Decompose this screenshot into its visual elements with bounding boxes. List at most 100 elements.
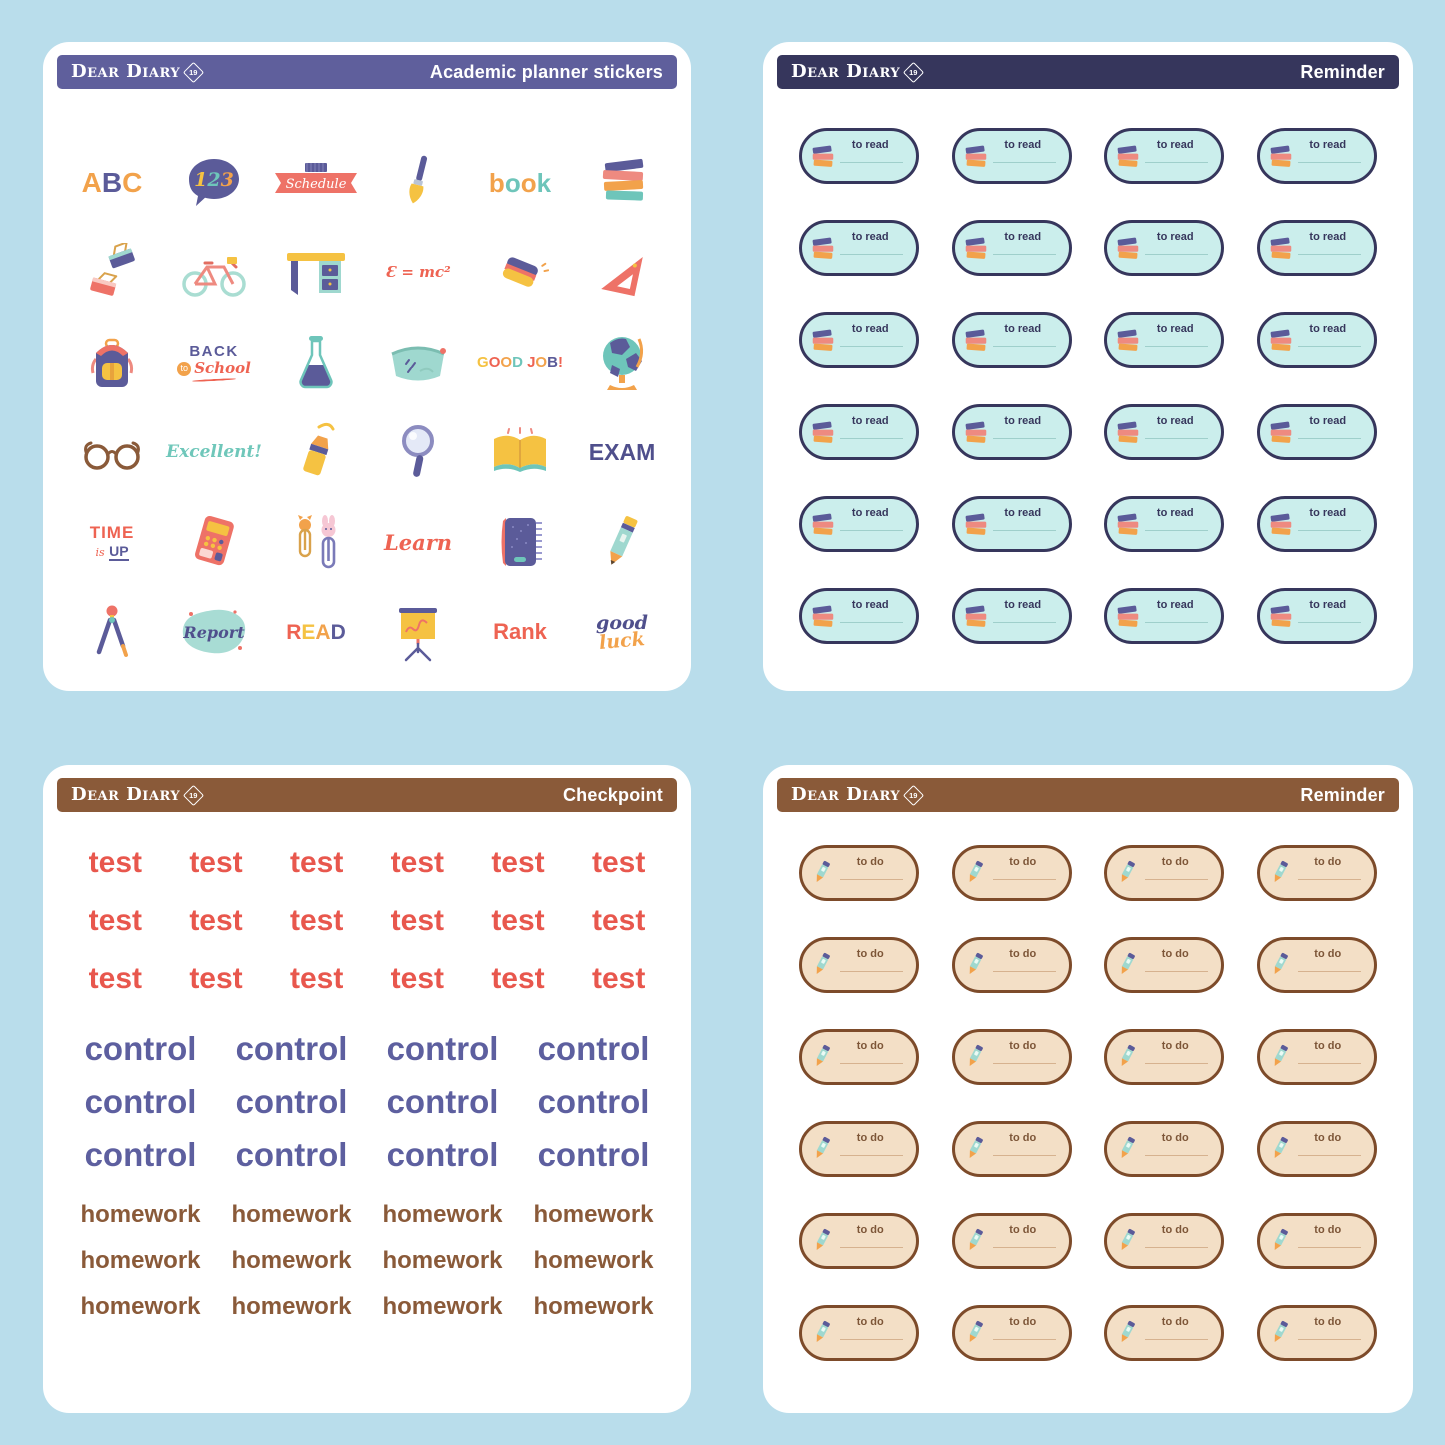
control-word-sticker: control (235, 1030, 348, 1067)
write-in-line (1297, 346, 1361, 347)
sticker-flask (294, 334, 338, 392)
sticker-word-good-job: GOOD JOB! (477, 354, 563, 372)
to-read-sticker: to read (799, 404, 920, 460)
books-stack-icon (1114, 418, 1142, 446)
pencil-icon (1267, 1135, 1295, 1163)
dear-diary-logo: Dear Diary 19 (71, 61, 205, 83)
sticker-binder-clips (84, 242, 140, 303)
pencil-icon (1114, 859, 1142, 887)
sticker-numbers-bubble: 123 (186, 157, 242, 209)
write-in-line (840, 1247, 904, 1248)
to-read-sticker: to read (951, 496, 1072, 552)
capsule-label: to read (1004, 231, 1042, 243)
capsule-label: to do (1009, 856, 1037, 868)
test-word-sticker: test (289, 962, 344, 995)
flask-icon (299, 335, 333, 388)
test-word-sticker: test (88, 962, 142, 995)
sticker-calculator (186, 512, 242, 572)
write-in-line (840, 879, 904, 880)
pencil-icon (962, 951, 990, 979)
write-in-line (1297, 162, 1361, 163)
control-word-sticker: control (84, 1030, 197, 1067)
to-read-sticker: to read (951, 312, 1072, 368)
svg-text:Report: Report (182, 623, 245, 642)
binder-clips-icon (90, 242, 135, 296)
write-in-line (1297, 438, 1361, 439)
pencil-icon (809, 951, 837, 979)
pencil-color-icon (610, 516, 638, 565)
pencil-icon (1267, 1319, 1295, 1347)
control-word-sticker: control (537, 1030, 650, 1067)
to-read-sticker: to read (799, 588, 920, 644)
pencil-icon (1114, 1319, 1142, 1347)
sticker-word-read: READ (286, 620, 346, 644)
capsule-label: to do (1009, 1316, 1037, 1328)
test-sticker-row: test test test test test test (65, 848, 669, 878)
write-in-line (992, 254, 1056, 255)
to-read-sticker: to read (951, 588, 1072, 644)
capsule-label: to do (1009, 1224, 1037, 1236)
to-do-sticker: to do (799, 1305, 920, 1361)
sticker-pencil (599, 512, 645, 572)
capsule-label: to read (1156, 599, 1194, 611)
capsule-label: to read (1309, 323, 1347, 335)
sticker-word-rank: Rank (493, 619, 547, 645)
write-in-line (840, 971, 904, 972)
write-in-line (1297, 1063, 1361, 1064)
pencil-icon (962, 1319, 990, 1347)
sheet-header: Dear Diary 19 Reminder (777, 778, 1399, 812)
pencil-icon (1114, 1043, 1142, 1071)
capsule-label: to do (856, 948, 884, 960)
pencil-icon (809, 1135, 837, 1163)
sticker-word-excellent: Excellent! (166, 441, 262, 462)
to-read-sticker: to read (951, 404, 1072, 460)
paintbrush-icon (409, 155, 428, 204)
capsule-label: to read (1004, 507, 1042, 519)
capsule-label: to read (1309, 139, 1347, 151)
books-stack-icon (809, 234, 837, 262)
write-in-line (992, 1339, 1056, 1340)
sticker-word-exam: EXAM (588, 438, 656, 465)
write-in-line (840, 1063, 904, 1064)
write-in-line (992, 971, 1056, 972)
homework-sticker-row: homework homework homework homework (65, 1295, 669, 1319)
homework-sticker-row: homework homework homework homework (65, 1249, 669, 1273)
write-in-line (840, 622, 904, 623)
capsule-label: to do (1009, 1132, 1037, 1144)
sheet-header: Dear Diary 19 Reminder (777, 55, 1399, 89)
capsule-label: to read (1309, 599, 1347, 611)
sticker-bicycle (179, 247, 249, 299)
books-stack-icon (962, 234, 990, 262)
test-word-sticker: test (591, 904, 646, 937)
compass-icon (96, 605, 128, 658)
homework-word-sticker: homework (533, 1247, 654, 1274)
capsule-label: to read (1309, 415, 1347, 427)
books-stack-icon (809, 602, 837, 630)
test-word-sticker: test (189, 846, 243, 879)
sticker-magnifier (395, 422, 441, 482)
capsule-label: to read (1156, 323, 1194, 335)
to-do-sticker: to do (1104, 1305, 1225, 1361)
write-in-line (1297, 622, 1361, 623)
books-stack-icon (1114, 142, 1142, 170)
test-word-sticker: test (289, 904, 344, 937)
pencil-icon (1267, 951, 1295, 979)
to-do-sticker: to do (1256, 845, 1377, 901)
books-stack-icon (1114, 326, 1142, 354)
books-stack-icon (1114, 234, 1142, 262)
pencil-icon (809, 1043, 837, 1071)
brand-badge-diamond: 19 (183, 61, 205, 83)
homework-word-sticker: homework (533, 1293, 654, 1320)
write-in-line (1297, 1247, 1361, 1248)
capsule-label: to do (1161, 948, 1189, 960)
control-word-sticker: control (235, 1083, 348, 1120)
brand-wordmark: Dear Diary (791, 61, 901, 82)
to-read-sticker: to read (1256, 220, 1377, 276)
write-in-line (1145, 438, 1209, 439)
write-in-line (1145, 530, 1209, 531)
write-in-line (1297, 254, 1361, 255)
books-stack-icon (1267, 326, 1295, 354)
to-do-sticker: to do (799, 845, 920, 901)
write-in-line (992, 162, 1056, 163)
to-read-sticker: to read (951, 220, 1072, 276)
